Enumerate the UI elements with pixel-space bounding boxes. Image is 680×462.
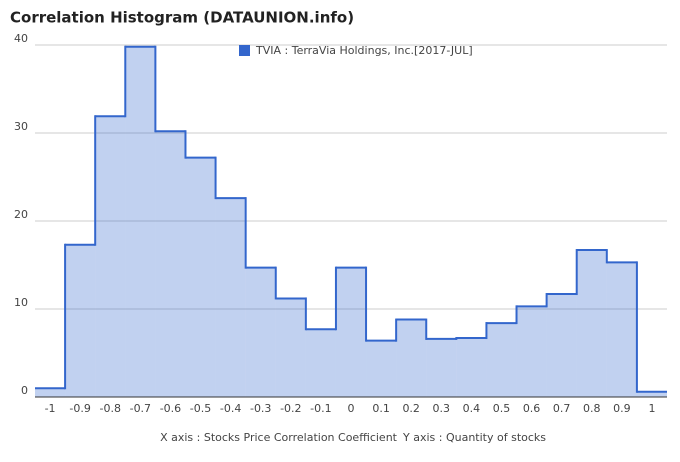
x-tick-label: 0.9 (613, 402, 631, 415)
x-axis-label: X axis : Stocks Price Correlation Coeffi… (160, 431, 398, 444)
histogram-bar (155, 131, 186, 398)
x-tick-label: -0.1 (310, 402, 331, 415)
histogram-bar (185, 157, 216, 397)
histogram-bar (125, 46, 156, 397)
histogram-bar (305, 329, 336, 397)
histogram-bar (456, 338, 487, 397)
x-tick-label: -0.8 (100, 402, 121, 415)
x-tick-label: -0.3 (250, 402, 271, 415)
x-tick-label: -0.6 (160, 402, 181, 415)
y-axis-label: Y axis : Quantity of stocks (402, 431, 546, 444)
y-tick-label: 40 (14, 32, 28, 45)
histogram-bar (546, 294, 577, 397)
histogram-bar (426, 338, 457, 397)
y-tick-label: 0 (21, 384, 28, 397)
x-tick-label: 0.6 (523, 402, 541, 415)
y-tick-label: 20 (14, 208, 28, 221)
x-tick-label: -0.2 (280, 402, 301, 415)
histogram-bar (486, 323, 517, 397)
histogram-bar (396, 319, 427, 397)
x-tick-label: 0.5 (493, 402, 511, 415)
histogram-bar (95, 116, 126, 397)
x-tick-label: -0.4 (220, 402, 241, 415)
chart-title: Correlation Histogram (DATAUNION.info) (10, 9, 354, 27)
histogram-bar (335, 267, 367, 397)
x-tick-label: 0.7 (553, 402, 571, 415)
x-tick-label: -1 (45, 402, 56, 415)
histogram-bar (65, 244, 96, 397)
x-tick-label: -0.9 (69, 402, 90, 415)
x-tick-label: 0.1 (372, 402, 390, 415)
x-tick-label: 0.3 (433, 402, 451, 415)
x-tick-label: 0.8 (583, 402, 601, 415)
legend-label: TVIA : TerraVia Holdings, Inc.[2017-JUL] (255, 44, 473, 57)
x-tick-label: -0.7 (130, 402, 151, 415)
x-tick-label: 0 (348, 402, 355, 415)
histogram-bar (516, 306, 547, 397)
y-tick-label: 10 (14, 296, 28, 309)
histogram-bar (275, 298, 306, 397)
x-tick-label: 1 (648, 402, 655, 415)
histogram-bar (35, 388, 66, 397)
histogram-bar (606, 262, 637, 397)
histogram-bar (245, 267, 276, 397)
histogram-bar (636, 391, 667, 397)
y-tick-label: 30 (14, 120, 28, 133)
legend-swatch (239, 45, 250, 56)
histogram-bar (215, 198, 246, 397)
x-tick-label: 0.4 (463, 402, 481, 415)
x-tick-label: 0.2 (402, 402, 420, 415)
histogram-bar (366, 340, 397, 397)
histogram-bar (576, 250, 607, 397)
x-tick-label: -0.5 (190, 402, 211, 415)
